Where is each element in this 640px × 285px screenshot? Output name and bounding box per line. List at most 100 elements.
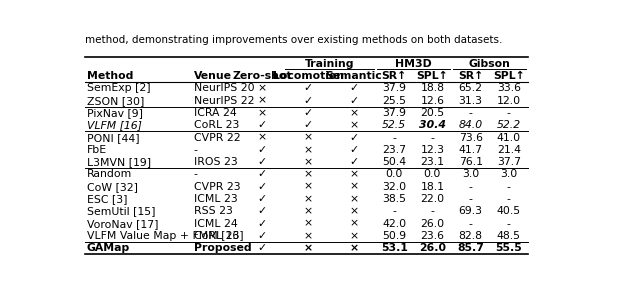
Text: 23.1: 23.1 (420, 157, 444, 167)
Text: ✓: ✓ (258, 182, 267, 192)
Text: 30.4: 30.4 (419, 120, 446, 130)
Text: CoW [32]: CoW [32] (87, 182, 138, 192)
Text: 53.1: 53.1 (381, 243, 408, 253)
Text: VLFM Value Map + FMM [16]: VLFM Value Map + FMM [16] (87, 231, 244, 241)
Text: ×: × (349, 231, 358, 241)
Text: 37.7: 37.7 (497, 157, 521, 167)
Text: ×: × (258, 133, 267, 142)
Text: 32.0: 32.0 (382, 182, 406, 192)
Text: ✓: ✓ (303, 84, 313, 93)
Text: CoRL 23: CoRL 23 (193, 231, 239, 241)
Text: 12.6: 12.6 (420, 96, 444, 106)
Text: method, demonstrating improvements over existing methods on both datasets.: method, demonstrating improvements over … (85, 35, 502, 45)
Text: Semantic: Semantic (326, 71, 383, 81)
Text: ✓: ✓ (258, 194, 267, 204)
Text: ✓: ✓ (349, 84, 358, 93)
Text: 73.6: 73.6 (459, 133, 483, 142)
Text: ×: × (303, 219, 313, 229)
Text: Training: Training (305, 59, 354, 69)
Text: 25.5: 25.5 (382, 96, 406, 106)
Text: 33.6: 33.6 (497, 84, 521, 93)
Text: -: - (431, 133, 435, 142)
Text: 52.2: 52.2 (497, 120, 521, 130)
Text: HM3D: HM3D (395, 59, 432, 69)
Text: SemExp [2]: SemExp [2] (87, 84, 150, 93)
Text: 3.0: 3.0 (462, 170, 479, 180)
Text: IROS 23: IROS 23 (193, 157, 237, 167)
Text: ✓: ✓ (258, 145, 267, 155)
Text: 12.3: 12.3 (420, 145, 444, 155)
Text: Proposed: Proposed (193, 243, 252, 253)
Text: L3MVN [19]: L3MVN [19] (87, 157, 151, 167)
Text: 23.6: 23.6 (420, 231, 444, 241)
Text: ✓: ✓ (258, 170, 267, 180)
Text: ×: × (303, 145, 313, 155)
Text: 52.5: 52.5 (382, 120, 406, 130)
Text: 84.0: 84.0 (458, 120, 483, 130)
Text: PONI [44]: PONI [44] (87, 133, 140, 142)
Text: ×: × (349, 206, 358, 216)
Text: CoRL 23: CoRL 23 (193, 120, 239, 130)
Text: ×: × (303, 133, 313, 142)
Text: 37.9: 37.9 (382, 84, 406, 93)
Text: ×: × (349, 108, 358, 118)
Text: Zero-shot: Zero-shot (232, 71, 292, 81)
Text: Random: Random (87, 170, 132, 180)
Text: ×: × (349, 170, 358, 180)
Text: 23.7: 23.7 (382, 145, 406, 155)
Text: 21.4: 21.4 (497, 145, 521, 155)
Text: ×: × (258, 96, 267, 106)
Text: ×: × (303, 231, 313, 241)
Text: ICRA 24: ICRA 24 (193, 108, 236, 118)
Text: 3.0: 3.0 (500, 170, 517, 180)
Text: ESC [3]: ESC [3] (87, 194, 127, 204)
Text: ✓: ✓ (303, 120, 313, 130)
Text: SPL↑: SPL↑ (417, 71, 448, 81)
Text: NeurIPS 22: NeurIPS 22 (193, 96, 254, 106)
Text: Locomotion: Locomotion (273, 71, 344, 81)
Text: ✓: ✓ (349, 157, 358, 167)
Text: CVPR 23: CVPR 23 (193, 182, 240, 192)
Text: 69.3: 69.3 (459, 206, 483, 216)
Text: ✓: ✓ (258, 243, 267, 253)
Text: ICML 23: ICML 23 (193, 194, 237, 204)
Text: ✓: ✓ (349, 96, 358, 106)
Text: GAMap: GAMap (87, 243, 130, 253)
Text: 0.0: 0.0 (424, 170, 441, 180)
Text: -: - (193, 145, 198, 155)
Text: Method: Method (87, 71, 133, 81)
Text: -: - (468, 182, 472, 192)
Text: -: - (507, 182, 511, 192)
Text: -: - (468, 219, 472, 229)
Text: 55.5: 55.5 (495, 243, 522, 253)
Text: ICML 24: ICML 24 (193, 219, 237, 229)
Text: SR↑: SR↑ (458, 71, 483, 81)
Text: 22.0: 22.0 (420, 194, 444, 204)
Text: RSS 23: RSS 23 (193, 206, 232, 216)
Text: 37.9: 37.9 (382, 108, 406, 118)
Text: 18.8: 18.8 (420, 84, 444, 93)
Text: ✓: ✓ (258, 219, 267, 229)
Text: ×: × (303, 157, 313, 167)
Text: CVPR 22: CVPR 22 (193, 133, 240, 142)
Text: ✓: ✓ (303, 108, 313, 118)
Text: 20.5: 20.5 (420, 108, 444, 118)
Text: -: - (468, 194, 472, 204)
Text: ✓: ✓ (349, 133, 358, 142)
Text: ✓: ✓ (258, 206, 267, 216)
Text: ZSON [30]: ZSON [30] (87, 96, 144, 106)
Text: ×: × (349, 243, 358, 253)
Text: 82.8: 82.8 (459, 231, 483, 241)
Text: FbE: FbE (87, 145, 107, 155)
Text: SemUtil [15]: SemUtil [15] (87, 206, 156, 216)
Text: ×: × (303, 182, 313, 192)
Text: ×: × (303, 206, 313, 216)
Text: ×: × (303, 194, 313, 204)
Text: ✓: ✓ (349, 145, 358, 155)
Text: -: - (507, 108, 511, 118)
Text: Gibson: Gibson (468, 59, 511, 69)
Text: ×: × (349, 120, 358, 130)
Text: 85.7: 85.7 (457, 243, 484, 253)
Text: ✓: ✓ (258, 157, 267, 167)
Text: -: - (507, 219, 511, 229)
